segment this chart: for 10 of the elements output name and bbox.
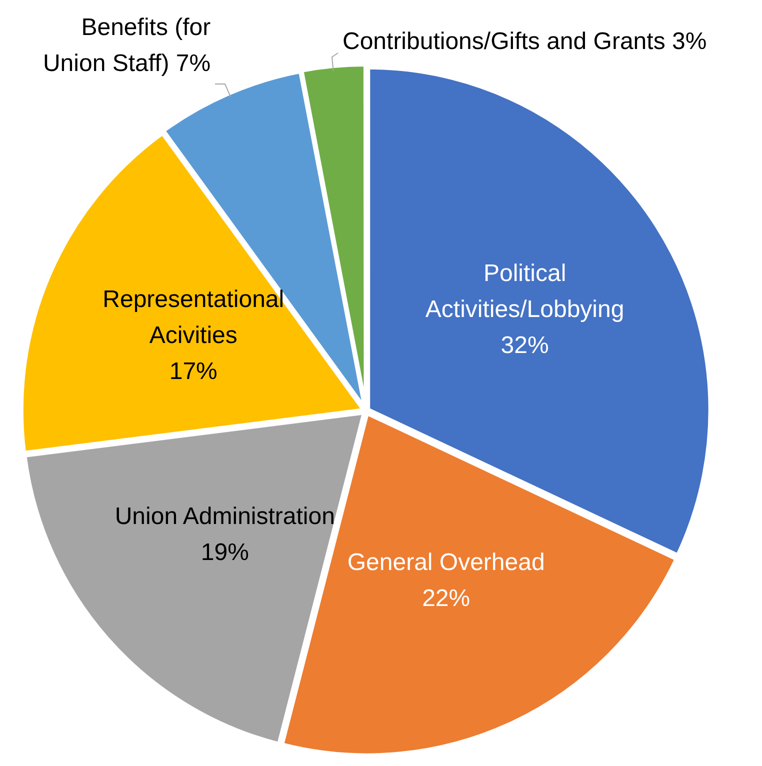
slice-label: Political Activities/Lobbying: [425, 260, 624, 323]
slice-label: Contributions/Gifts and Grants 3%: [342, 28, 707, 56]
slice-label: General Overhead: [347, 548, 545, 576]
data-label: 22%: [422, 584, 470, 612]
slice-label: Union Administration: [114, 503, 335, 530]
slice-label: Representational Acivities: [102, 286, 284, 349]
data-label: 19%: [200, 539, 249, 566]
data-label: 17%: [169, 358, 218, 385]
data-label: 32%: [500, 332, 549, 359]
slice-label: Benefits (for Union Staff) 7%: [42, 14, 211, 77]
